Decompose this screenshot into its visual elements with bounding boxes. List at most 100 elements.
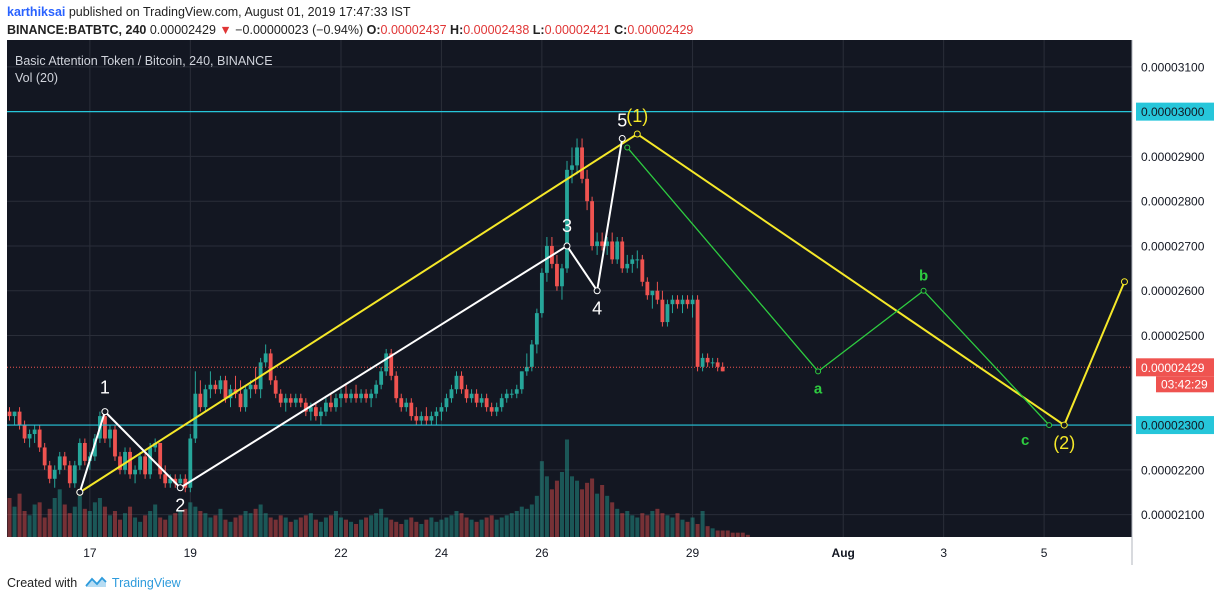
white-wave-point[interactable]: [76, 488, 84, 496]
volume-bar: [615, 508, 620, 537]
volume-bar: [268, 517, 273, 537]
close-value: 0.00002429: [627, 23, 694, 37]
price-tick-label: 0.00003100: [1141, 60, 1205, 74]
chart-header: karthiksai published on TradingView.com,…: [7, 3, 1217, 39]
volume-bar: [218, 508, 223, 537]
price-tick-label: 0.00002700: [1141, 239, 1205, 253]
candle-body: [484, 398, 489, 408]
candle-body: [364, 393, 369, 399]
volume-bar: [690, 517, 695, 537]
candle-body: [82, 442, 87, 461]
green-wave-point[interactable]: [624, 144, 631, 151]
price-axis-background: [1132, 40, 1217, 565]
candle-body: [349, 393, 353, 399]
candle-body: [344, 393, 348, 399]
candle-body: [168, 478, 173, 484]
volume-bar: [343, 519, 349, 537]
yellow-wave-point[interactable]: [1060, 421, 1068, 429]
candle-body: [153, 442, 158, 448]
green-wave-point[interactable]: [920, 287, 927, 294]
low-value: 0.00002421: [544, 23, 611, 37]
candle-body: [610, 241, 615, 260]
yellow-wave-point[interactable]: [633, 130, 641, 138]
volume-bar: [62, 504, 67, 537]
volume-bar: [499, 517, 504, 537]
candle-body: [529, 344, 534, 367]
yellow-wave-point[interactable]: [1120, 278, 1128, 286]
volume-bar: [580, 489, 585, 537]
green-wave-line[interactable]: [626, 147, 1050, 426]
footer: Created with TradingView: [7, 576, 181, 591]
candle-body: [615, 241, 620, 260]
volume-bar: [394, 521, 399, 537]
volume-bar: [695, 524, 700, 537]
candle-body: [424, 416, 429, 421]
white-wave-line[interactable]: [78, 138, 624, 493]
volume-bar: [645, 515, 650, 537]
volume-bar: [570, 476, 575, 537]
price-tick-label: 0.00002600: [1141, 284, 1205, 298]
candle-body: [715, 362, 720, 367]
volume-bar: [293, 519, 298, 537]
symbol-name[interactable]: BINANCE:BATBTC, 240: [7, 23, 147, 37]
last-price-label: 0.00002429: [1141, 361, 1205, 375]
candle-body: [52, 469, 57, 479]
author-link[interactable]: karthiksai: [7, 5, 66, 19]
yellow-wave-line[interactable]: [79, 132, 1126, 494]
volume-bar: [735, 532, 740, 537]
price-change: −0.00000023 (−0.94%): [235, 23, 364, 37]
level-price-label: 0.00002300: [1141, 419, 1205, 433]
volume-bar: [243, 511, 248, 537]
plot-background: [7, 40, 1132, 537]
volume-bar: [138, 521, 143, 537]
time-axis-background: [7, 537, 1132, 565]
volume-bar: [248, 513, 253, 537]
candle-body: [384, 353, 389, 372]
candle-body: [12, 411, 17, 417]
white-wave-point[interactable]: [618, 135, 626, 143]
candle-body: [620, 241, 625, 269]
volume-bar: [595, 493, 600, 537]
candle-body: [494, 407, 499, 412]
volume-bar: [107, 515, 112, 537]
candle-body: [394, 375, 399, 399]
volume-bar: [379, 508, 384, 537]
volume-bar: [258, 504, 263, 537]
candle-body: [419, 416, 424, 421]
candle-body: [479, 398, 484, 403]
volume-bar: [564, 439, 569, 537]
white-wave-point[interactable]: [101, 408, 109, 416]
white-wave-point[interactable]: [593, 287, 601, 295]
chart-area[interactable]: 1 2 3 4 5 (1) (2) a b c Basic Attention Token / Bi…: [7, 40, 1217, 565]
candle-body: [72, 465, 77, 484]
candle-body: [113, 429, 117, 457]
volume-bar: [143, 515, 148, 537]
wave-label-green-c: c: [1021, 432, 1029, 449]
candle-body: [695, 299, 700, 367]
time-tick-label: Aug: [832, 546, 855, 560]
candle-body: [62, 456, 67, 466]
level-price-tag: [1136, 102, 1214, 121]
volume-bar: [700, 511, 705, 537]
volume-bar: [97, 498, 102, 537]
green-wave-point[interactable]: [815, 368, 822, 375]
candle-body: [37, 429, 42, 448]
candle-body: [288, 398, 293, 403]
created-with-text: Created with: [7, 576, 78, 590]
candle-body: [308, 407, 313, 412]
green-wave-point[interactable]: [1046, 422, 1053, 429]
tradingview-link[interactable]: TradingView: [111, 576, 181, 590]
volume-bar: [198, 511, 203, 537]
volume-bar: [273, 519, 278, 537]
volume-bar: [384, 517, 389, 537]
wave-label-yellow: (1): [626, 106, 648, 126]
volume-bar: [625, 511, 630, 537]
candle-body: [334, 398, 338, 408]
candle-body: [138, 456, 142, 470]
white-wave-point[interactable]: [563, 242, 571, 250]
volume-bar: [474, 521, 479, 537]
candle-body: [243, 389, 248, 408]
white-wave-point[interactable]: [176, 484, 184, 492]
volume-bar: [112, 511, 117, 537]
